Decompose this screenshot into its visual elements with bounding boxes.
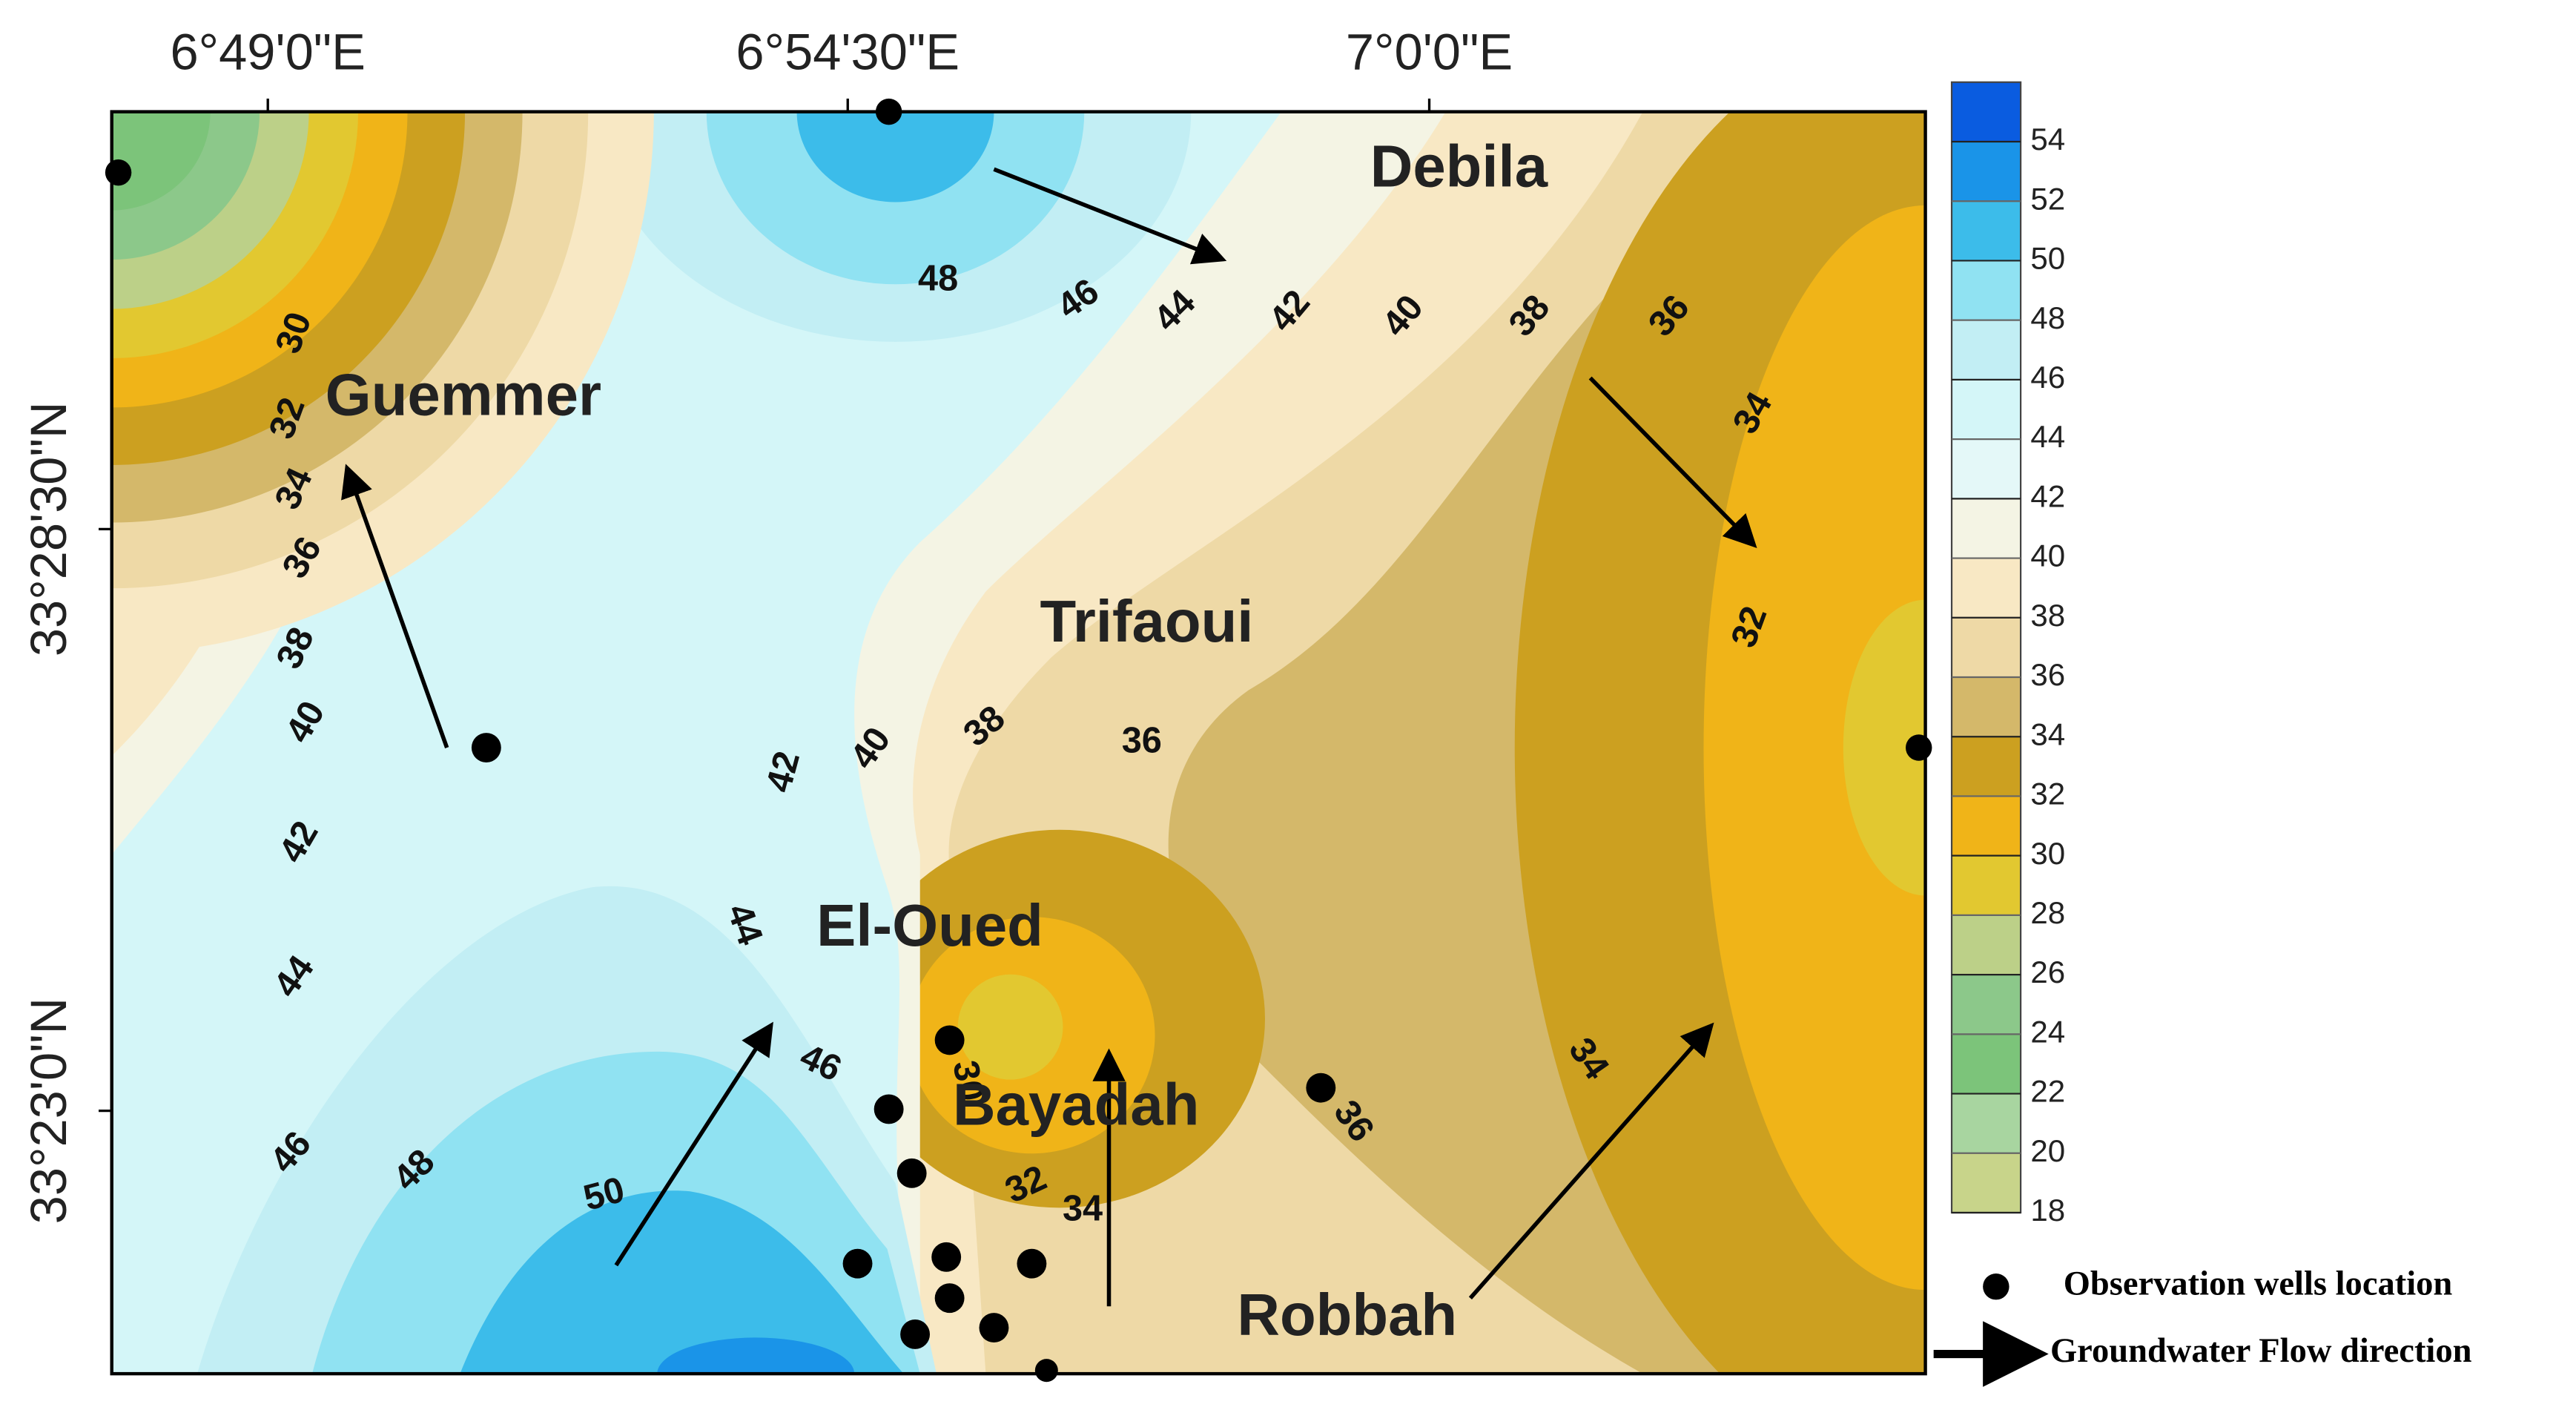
place-name: Robbah: [1237, 1282, 1457, 1348]
colorbar-segment: [1952, 617, 2021, 678]
contour-label: 34: [1063, 1189, 1103, 1229]
colorbar: 18 20 22 24 26 28 30 32 34 36 38 40 42 44 46 48 50 52 54: [1950, 81, 2065, 1228]
colorbar-segment: [1952, 1153, 2021, 1213]
colorbar-tick-label: 44: [2030, 419, 2065, 454]
colorbar-tick-label: 48: [2030, 300, 2065, 335]
flow-arrows: [341, 167, 1757, 1307]
colorbar-tick-label: 32: [2030, 777, 2065, 811]
colorbar-segment: [1952, 975, 2021, 1035]
colorbar-tick-label: 34: [2030, 716, 2065, 751]
colorbar-segment: [1952, 498, 2021, 558]
place-name: Bayadah: [953, 1071, 1199, 1137]
colorbar-segment: [1952, 379, 2021, 440]
colorbar-tick-label: 54: [2030, 122, 2065, 156]
colorbar-tick-label: 24: [2030, 1014, 2065, 1049]
longitude-label: 6°54'30"E: [736, 23, 960, 80]
colorbar-segment: [1952, 141, 2021, 202]
colorbar-segment: [1952, 82, 2021, 142]
frame-ticks: [99, 98, 1431, 1113]
map-surface: [111, 111, 1926, 1374]
latitude-label: 33°23'0"N: [20, 998, 77, 1224]
contour-label: 48: [918, 259, 958, 299]
contour-label: 50: [579, 1170, 628, 1219]
colorbar-segment: [1952, 915, 2021, 975]
colorbar-tick-label: 20: [2030, 1133, 2065, 1168]
place-name: Trifaoui: [1040, 588, 1253, 654]
longitude-label: 6°49'0"E: [170, 23, 365, 80]
longitude-label: 7°0'0"E: [1346, 23, 1513, 80]
colorbar-tick-label: 40: [2030, 538, 2065, 573]
colorbar-segment: [1952, 558, 2021, 618]
legend-well-symbol: [1983, 1273, 2009, 1300]
colorbar-tick-label: 22: [2030, 1074, 2065, 1109]
colorbar-tick-label: 50: [2030, 241, 2065, 276]
colorbar-segment: [1952, 320, 2021, 380]
legend-label: Observation wells location: [2064, 1265, 2453, 1302]
contour-label: 30: [945, 1058, 992, 1104]
colorbar-tick-label: 30: [2030, 836, 2065, 871]
colorbar-tick-label: 52: [2030, 181, 2065, 216]
colorbar-segment: [1952, 1034, 2021, 1094]
colorbar-segment: [1952, 201, 2021, 261]
place-name: El-Oued: [816, 892, 1043, 958]
colorbar-segment: [1952, 796, 2021, 856]
colorbar-segment: [1952, 439, 2021, 499]
colorbar-tick-label: 28: [2030, 895, 2065, 930]
colorbar-tick-label: 36: [2030, 657, 2065, 692]
wells: [105, 98, 1932, 1383]
colorbar-tick-label: 46: [2030, 360, 2065, 395]
colorbar-segment: [1952, 260, 2021, 320]
place-name: Debila: [1370, 133, 1548, 199]
legend-label: Groundwater Flow direction: [2050, 1332, 2472, 1370]
colorbar-segment: [1952, 677, 2021, 737]
colorbar-tick-label: 38: [2030, 598, 2065, 633]
contour-label: 36: [1122, 720, 1162, 760]
place-name: Guemmer: [326, 361, 601, 427]
colorbar-segment: [1952, 1093, 2021, 1153]
colorbar-tick-label: 18: [2030, 1193, 2065, 1228]
colorbar-tick-label: 26: [2030, 955, 2065, 989]
latitude-label: 33°28'30"N: [20, 402, 77, 657]
colorbar-segment: [1952, 737, 2021, 797]
colorbar-segment: [1952, 855, 2021, 915]
colorbar-tick-label: 42: [2030, 478, 2065, 513]
